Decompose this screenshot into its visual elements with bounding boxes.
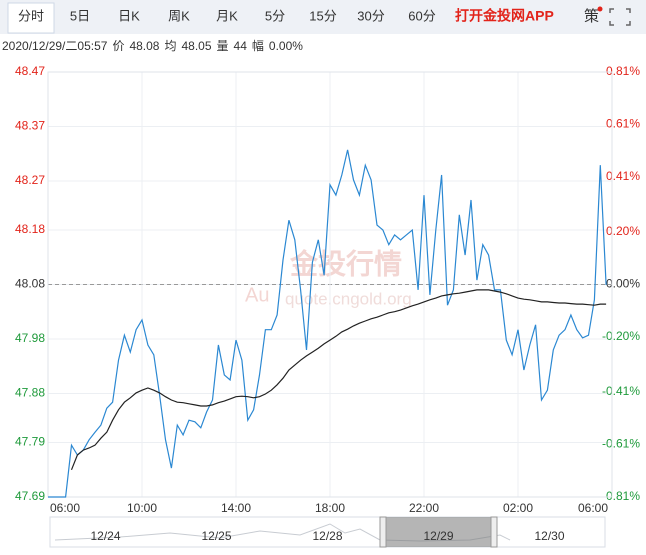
y-tick-label: 47.69 [15,489,45,503]
x-tick-label: 18:00 [315,501,345,515]
navigator-date[interactable]: 12/30 [534,529,564,543]
info-datetime: 2020/12/29/二05:57 [2,39,108,53]
watermark-url: quote.cngold.org [285,289,412,308]
navigator-date[interactable]: 12/25 [201,529,231,543]
y2-tick-label: 0.20% [606,224,640,238]
plot-frame [47,71,613,498]
watermark-title: 金投行情 [289,247,402,279]
tab[interactable] [156,4,202,30]
info-vol-label: 量 [217,39,229,53]
x-tick-label: 06:00 [50,501,80,515]
y2-tick-label: 0.41% [606,169,640,183]
tab[interactable] [300,4,346,30]
tab-label[interactable]: 5日 [70,8,90,23]
info-amp-label: 幅 [252,38,264,53]
y-tick-label: 48.47 [15,64,45,78]
y2-tick-label: -0.61% [602,437,640,451]
tab-label[interactable]: 60分 [408,8,435,23]
navigator-date[interactable]: 12/28 [312,529,342,543]
price-line [48,149,607,498]
tab-label[interactable]: 15分 [309,8,336,23]
y2-tick-label: 0.81% [606,64,640,78]
fullscreen-button[interactable] [609,8,631,26]
tab[interactable] [205,4,249,30]
tab-label[interactable]: 分时 [18,8,44,23]
y-tick-label: 48.27 [15,173,45,187]
strategy-button[interactable]: 策 [584,8,599,25]
navigator-date[interactable]: 12/29 [423,529,453,543]
x-tick-label: 14:00 [221,501,251,515]
tab[interactable] [7,2,55,34]
navigator-handle[interactable] [379,516,387,548]
tab[interactable] [398,4,446,30]
y-tick-label: 47.98 [15,331,45,345]
info-line: 2020/12/29/二05:57 价 48.08 均 48.05 量 44 幅 0.00% [2,38,303,53]
badge [597,6,603,12]
tab-label[interactable]: 日K [118,8,140,23]
info-avg-label: 均 [164,39,176,53]
navigator-handle[interactable] [490,516,498,548]
y2-tick-label: -0.20% [602,329,640,343]
x-tick-label: 22:00 [409,501,439,515]
info-vol: 44 [234,39,248,53]
y2-tick-label: 0.00% [606,277,640,291]
tab-label[interactable]: 周K [168,8,190,23]
y2-tick-label: -0.41% [602,384,640,398]
navigator [49,516,606,548]
tab[interactable] [58,4,102,30]
y-tick-label: 47.88 [15,386,45,400]
watermark-logo: Au [245,284,269,306]
tab[interactable] [106,4,152,30]
navigator-selection[interactable] [383,517,494,547]
y-tick-label: 47.79 [15,435,45,449]
x-tick-label: 10:00 [127,501,157,515]
y-tick-label: 48.08 [15,277,45,291]
x-tick-label: 02:00 [503,501,533,515]
tab[interactable] [253,4,297,30]
y-tick-label: 48.37 [15,119,45,133]
average-line [70,289,607,471]
navigator-date[interactable]: 12/24 [90,529,120,543]
tab-label[interactable]: 30分 [357,8,384,23]
tab[interactable] [348,4,394,30]
app-link[interactable]: 打开金投网APP [455,8,554,24]
info-avg: 48.05 [182,39,212,53]
tab-label[interactable]: 月K [216,8,238,23]
x-tick-label: 06:00 [578,501,608,515]
info-price: 48.08 [129,39,159,53]
y2-tick-label: 0.61% [606,117,640,131]
info-amp: 0.00% [269,39,303,53]
tab-label[interactable]: 5分 [265,8,285,23]
y-tick-label: 48.18 [15,222,45,236]
info-price-label: 价 [112,39,124,53]
